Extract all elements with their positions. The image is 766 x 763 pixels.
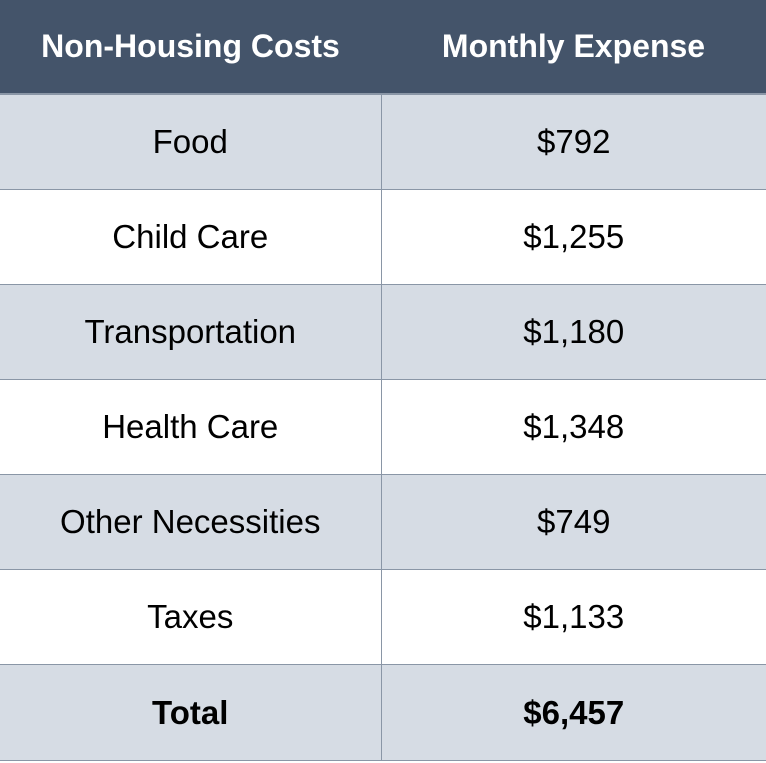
- table-row: Other Necessities $749: [0, 474, 766, 570]
- table-row: Child Care $1,255: [0, 189, 766, 285]
- row-expense: $792: [381, 93, 766, 190]
- header-expense: Monthly Expense: [381, 0, 766, 95]
- table-row: Transportation $1,180: [0, 284, 766, 380]
- row-category: Taxes: [0, 569, 382, 665]
- total-label: Total: [0, 664, 382, 761]
- row-category: Health Care: [0, 379, 382, 475]
- row-expense: $749: [381, 474, 766, 570]
- row-category: Food: [0, 93, 382, 190]
- header-category: Non-Housing Costs: [0, 0, 381, 95]
- table-row: Health Care $1,348: [0, 379, 766, 475]
- row-expense: $1,133: [381, 569, 766, 665]
- total-row: Total $6,457: [0, 664, 766, 761]
- total-expense: $6,457: [381, 664, 766, 761]
- row-expense: $1,348: [381, 379, 766, 475]
- table-row: Taxes $1,133: [0, 569, 766, 665]
- table-row: Food $792: [0, 93, 766, 190]
- row-expense: $1,180: [381, 284, 766, 380]
- row-category: Other Necessities: [0, 474, 382, 570]
- row-category: Transportation: [0, 284, 382, 380]
- header-row: Non-Housing Costs Monthly Expense: [0, 0, 766, 95]
- row-expense: $1,255: [381, 189, 766, 285]
- row-category: Child Care: [0, 189, 382, 285]
